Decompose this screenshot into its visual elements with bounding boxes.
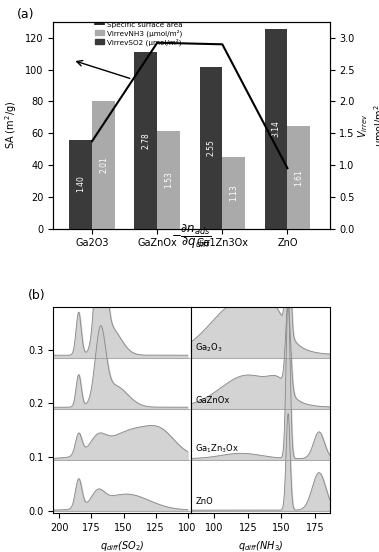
- Text: 1.53: 1.53: [164, 172, 173, 188]
- Bar: [69, 140, 92, 229]
- Bar: [222, 157, 245, 229]
- Bar: [135, 52, 157, 229]
- Text: GaZnOx: GaZnOx: [196, 396, 230, 405]
- Bar: [287, 126, 310, 229]
- Text: $-\dfrac{\partial n_{ads}}{\partial q_{diff}}$: $-\dfrac{\partial n_{ads}}{\partial q_{d…: [171, 222, 212, 251]
- Bar: [199, 67, 222, 229]
- Legend: Specific surface area, VirrevNH3 (μmol/m²), VirrevSO2 (μmol/m²): Specific surface area, VirrevNH3 (μmol/m…: [96, 22, 183, 45]
- Y-axis label: $V_{irrev}$
$\mu$mol/m$^2$: $V_{irrev}$ $\mu$mol/m$^2$: [356, 104, 379, 147]
- Text: Ga$_2$O$_3$: Ga$_2$O$_3$: [196, 341, 223, 354]
- Text: (a): (a): [17, 8, 34, 21]
- Text: 1.40: 1.40: [76, 176, 85, 193]
- Y-axis label: SA (m$^2$/g): SA (m$^2$/g): [3, 101, 19, 150]
- Text: Ga$_1$Zn$_3$Ox: Ga$_1$Zn$_3$Ox: [196, 443, 240, 455]
- Text: 1.61: 1.61: [294, 169, 303, 185]
- Text: 3.14: 3.14: [271, 120, 280, 137]
- Bar: [92, 101, 115, 229]
- Text: 1.13: 1.13: [229, 184, 238, 201]
- Text: ZnO: ZnO: [196, 497, 213, 506]
- Text: 2.55: 2.55: [207, 139, 215, 156]
- Text: 2.01: 2.01: [99, 156, 108, 173]
- X-axis label: $q_{diff}$(SO$_2$): $q_{diff}$(SO$_2$): [100, 539, 145, 552]
- Text: 2.78: 2.78: [141, 132, 150, 148]
- Text: (b): (b): [28, 289, 46, 302]
- Bar: [157, 131, 180, 229]
- Bar: [265, 29, 287, 229]
- X-axis label: $q_{diff}$(NH$_3$): $q_{diff}$(NH$_3$): [238, 539, 283, 552]
